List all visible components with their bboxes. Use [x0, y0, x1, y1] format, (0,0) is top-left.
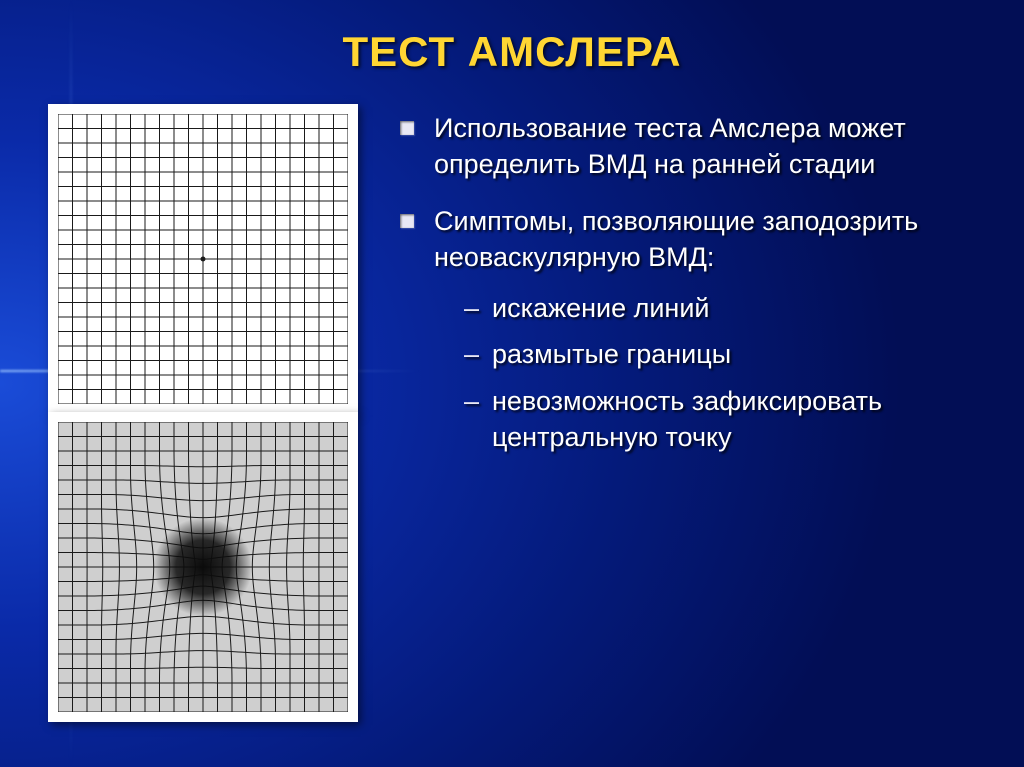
bullet-item: Использование теста Амслера может опреде… — [394, 110, 976, 183]
text-column: Использование теста Амслера может опреде… — [394, 104, 976, 476]
bullet-item: Симптомы, позволяющие заподозрить неовас… — [394, 203, 976, 456]
sub-bullet-text: невозможность зафиксировать центральную … — [492, 386, 882, 452]
sub-bullet-item: размытые границы — [434, 336, 976, 372]
slide-title: ТЕСТ АМСЛЕРА — [48, 28, 976, 76]
figures-column — [48, 104, 358, 722]
bullet-text: Симптомы, позволяющие заподозрить неовас… — [434, 206, 918, 272]
amsler-grid-normal-frame — [48, 104, 358, 414]
sub-bullet-item: невозможность зафиксировать центральную … — [434, 383, 976, 456]
content-row: Использование теста Амслера может опреде… — [48, 104, 976, 722]
slide: ТЕСТ АМСЛЕРА Использование теста Амслера… — [0, 0, 1024, 767]
bullet-text: Использование теста Амслера может опреде… — [434, 113, 906, 179]
sub-bullet-text: размытые границы — [492, 339, 731, 369]
sub-bullet-list: искажение линий размытые границы невозмо… — [434, 290, 976, 456]
amsler-grid-normal — [58, 114, 348, 404]
sub-bullet-text: искажение линий — [492, 293, 710, 323]
amsler-grid-distorted-frame — [48, 412, 358, 722]
bullet-list: Использование теста Амслера может опреде… — [394, 110, 976, 456]
amsler-grid-distorted — [58, 422, 348, 712]
sub-bullet-item: искажение линий — [434, 290, 976, 326]
